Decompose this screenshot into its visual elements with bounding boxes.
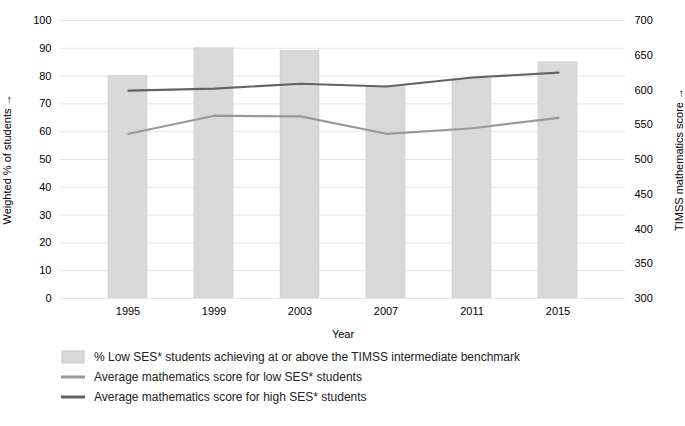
svg-text:20: 20 <box>39 236 51 248</box>
svg-text:40: 40 <box>39 181 51 193</box>
svg-text:450: 450 <box>635 188 653 200</box>
svg-text:2003: 2003 <box>288 305 312 317</box>
svg-text:500: 500 <box>635 153 653 165</box>
svg-text:300: 300 <box>635 292 653 304</box>
svg-text:2015: 2015 <box>546 305 570 317</box>
svg-text:400: 400 <box>635 223 653 235</box>
svg-text:90: 90 <box>39 42 51 54</box>
svg-text:550: 550 <box>635 118 653 130</box>
svg-text:10: 10 <box>39 264 51 276</box>
svg-text:700: 700 <box>635 14 653 26</box>
svg-text:1999: 1999 <box>202 305 226 317</box>
svg-text:Weighted % of students →: Weighted % of students → <box>1 94 13 224</box>
svg-text:0: 0 <box>45 292 51 304</box>
svg-text:350: 350 <box>635 257 653 269</box>
svg-text:2011: 2011 <box>460 305 484 317</box>
svg-text:2007: 2007 <box>374 305 398 317</box>
svg-text:1995: 1995 <box>116 305 140 317</box>
svg-text:80: 80 <box>39 70 51 82</box>
html-text:Average mathematics score for: Average mathematics score for low SES* s… <box>94 370 362 384</box>
svg-text:100: 100 <box>33 14 51 26</box>
svg-text:Year: Year <box>332 328 355 340</box>
html-text:Average mathematics score for: Average mathematics score for high SES* … <box>94 390 367 404</box>
svg-text:50: 50 <box>39 153 51 165</box>
svg-text:650: 650 <box>635 49 653 61</box>
svg-text:70: 70 <box>39 97 51 109</box>
svg-text:600: 600 <box>635 84 653 96</box>
svg-text:TIMSS mathematics score →: TIMSS mathematics score → <box>673 88 685 231</box>
svg-text:60: 60 <box>39 125 51 137</box>
svg-text:30: 30 <box>39 209 51 221</box>
html-text:% Low SES* students achieving: % Low SES* students achieving at or abov… <box>94 350 520 364</box>
